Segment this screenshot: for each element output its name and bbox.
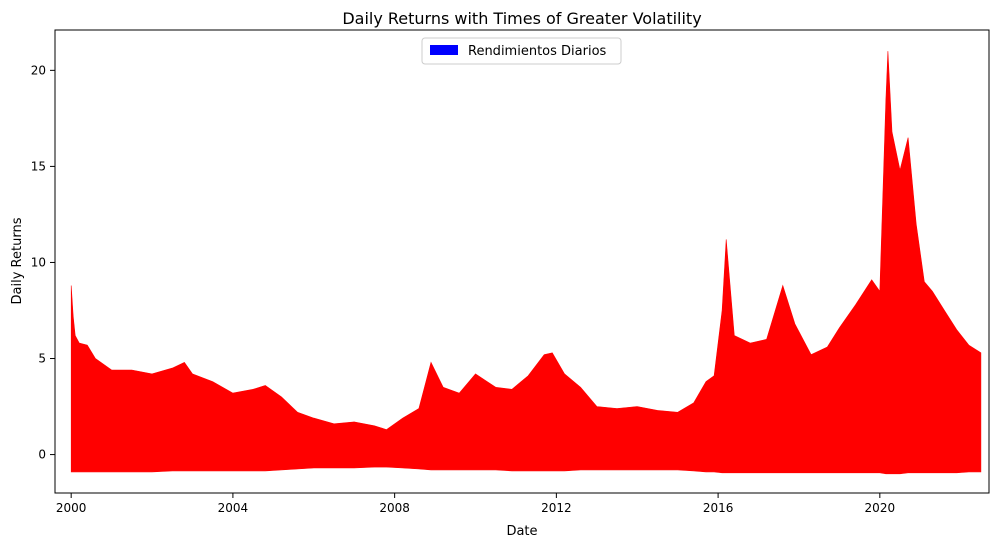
- y-tick-label: 10: [31, 255, 46, 269]
- x-tick-label: 2008: [379, 501, 410, 515]
- y-tick-label: 5: [38, 352, 46, 366]
- x-tick-label: 2000: [56, 501, 87, 515]
- legend-label: Rendimientos Diarios: [468, 44, 607, 59]
- series-returns-area: [70, 51, 982, 475]
- y-tick-label: 0: [38, 448, 46, 462]
- returns-fill-layer: [70, 51, 982, 475]
- x-axis-ticks: 2000 2004 2008 2012 2016 2020: [56, 493, 895, 515]
- x-axis-label: Date: [506, 524, 537, 539]
- x-tick-label: 2020: [865, 501, 896, 515]
- plot-frame: [54, 29, 990, 494]
- y-tick-label: 15: [31, 159, 46, 173]
- y-axis-ticks: 0 5 10 15 20: [31, 63, 55, 462]
- y-tick-label: 20: [31, 63, 46, 77]
- plot-area: [54, 29, 990, 494]
- x-tick-label: 2004: [218, 501, 249, 515]
- legend-box: [421, 37, 622, 65]
- x-tick-label: 2016: [703, 501, 734, 515]
- legend-swatch: [430, 45, 458, 55]
- chart-title: Daily Returns with Times of Greater Vola…: [342, 9, 701, 28]
- y-axis-label: Daily Returns: [10, 217, 25, 304]
- x-tick-label: 2012: [541, 501, 572, 515]
- legend: Rendimientos Diarios: [421, 37, 622, 65]
